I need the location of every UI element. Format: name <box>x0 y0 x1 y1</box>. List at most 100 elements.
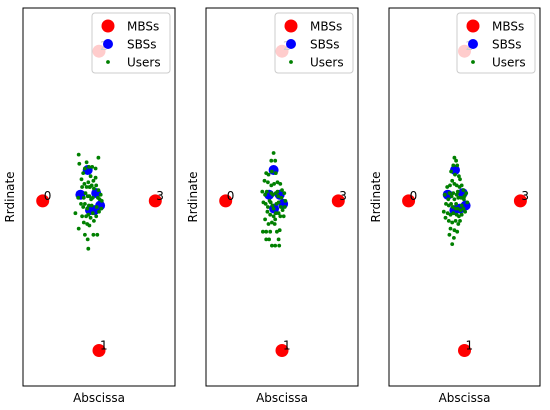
users-point <box>453 219 458 223</box>
users-point <box>280 188 284 193</box>
users-point <box>450 178 455 183</box>
plot-area <box>36 44 162 357</box>
x-axis-label: Abscissa <box>256 391 308 405</box>
users-point <box>443 192 447 197</box>
axes-frame <box>388 7 541 387</box>
users-point <box>264 189 269 194</box>
users-point <box>448 183 452 188</box>
mbs-index-label: 3 <box>521 189 529 203</box>
users-point <box>458 177 462 182</box>
users-point <box>444 202 448 206</box>
users-point <box>452 155 457 160</box>
users-point <box>89 203 94 208</box>
users-point <box>281 214 286 219</box>
users-point <box>92 186 96 191</box>
users-point <box>276 237 281 242</box>
users-point <box>277 243 282 248</box>
users-point <box>273 171 278 176</box>
users-point <box>446 219 451 223</box>
mbs-index-label: 0 <box>44 189 52 203</box>
y-axis-label: Rrdinate <box>369 171 383 222</box>
users-point <box>271 206 276 211</box>
users-point <box>459 203 464 208</box>
legend-label-mbss: MBSs <box>492 20 524 34</box>
users-point <box>267 237 271 242</box>
users-point <box>81 205 86 209</box>
users-point <box>97 209 101 214</box>
mbs-index-label: 1 <box>100 339 108 353</box>
users-point <box>83 191 88 196</box>
users-point <box>457 214 461 219</box>
users-point <box>76 226 81 231</box>
users-point <box>94 205 99 209</box>
users-point <box>275 229 279 234</box>
users-point <box>266 172 271 177</box>
users-point <box>88 215 93 220</box>
users-point <box>267 199 272 203</box>
users-point <box>98 192 103 197</box>
users-point <box>455 229 460 234</box>
users-point <box>273 158 278 163</box>
legend: MBSs SBSs Users <box>456 12 536 74</box>
y-axis-label: Rrdinate <box>3 171 17 222</box>
users-point <box>458 219 462 223</box>
users-point <box>449 169 453 174</box>
users-point <box>263 192 267 197</box>
users-point <box>85 206 90 211</box>
users-point <box>81 220 86 225</box>
users-point <box>87 185 92 189</box>
axes-frame <box>22 7 176 387</box>
legend-label-sbss: SBSs <box>492 38 522 52</box>
legend-marker-sbss <box>286 39 296 49</box>
users-point <box>87 194 92 199</box>
users-point <box>275 180 280 185</box>
mbss-point <box>148 194 162 208</box>
users-point <box>260 189 265 194</box>
users-point <box>279 195 284 200</box>
users-point <box>83 166 87 171</box>
users-point <box>448 212 453 217</box>
mbs-index-label: 3 <box>156 189 164 203</box>
users-point <box>461 206 466 211</box>
users-point <box>454 192 459 197</box>
users-point <box>283 199 288 203</box>
users-point <box>458 208 463 213</box>
legend-label-mbss: MBSs <box>127 20 159 34</box>
users-point <box>447 232 452 237</box>
users-point <box>279 205 283 209</box>
legend-label-sbss: SBSs <box>127 38 157 52</box>
users-point <box>445 211 450 216</box>
users-point <box>93 166 98 171</box>
legend-label-users: Users <box>127 56 161 70</box>
users-point <box>273 211 278 216</box>
users-point <box>263 217 267 222</box>
users-point <box>271 214 276 219</box>
legend-marker-mbss <box>101 19 115 33</box>
users-point <box>76 195 81 200</box>
x-axis-label: Abscissa <box>439 391 491 405</box>
users-point <box>84 185 89 189</box>
users-point <box>453 172 457 177</box>
users-point <box>90 165 95 169</box>
legend-marker-mbss <box>466 19 480 33</box>
users-point <box>88 174 93 179</box>
y-axis-label: Rrdinate <box>186 171 200 222</box>
users-point <box>280 208 285 213</box>
users-point <box>278 182 283 186</box>
legend-marker-sbss <box>103 39 113 49</box>
users-point <box>269 158 274 163</box>
users-point <box>450 205 455 209</box>
users-point <box>450 242 455 247</box>
users-point <box>268 212 273 217</box>
users-point <box>87 203 91 208</box>
users-point <box>87 165 91 169</box>
users-point <box>86 246 91 251</box>
users-point <box>79 177 84 182</box>
chart-panel-2: 0123AbscissaRrdinateMBSsSBSsUsers <box>186 7 359 405</box>
users-point <box>80 214 84 219</box>
users-point <box>87 223 92 228</box>
users-point <box>272 182 276 186</box>
users-point <box>273 217 278 222</box>
users-point <box>271 192 275 197</box>
